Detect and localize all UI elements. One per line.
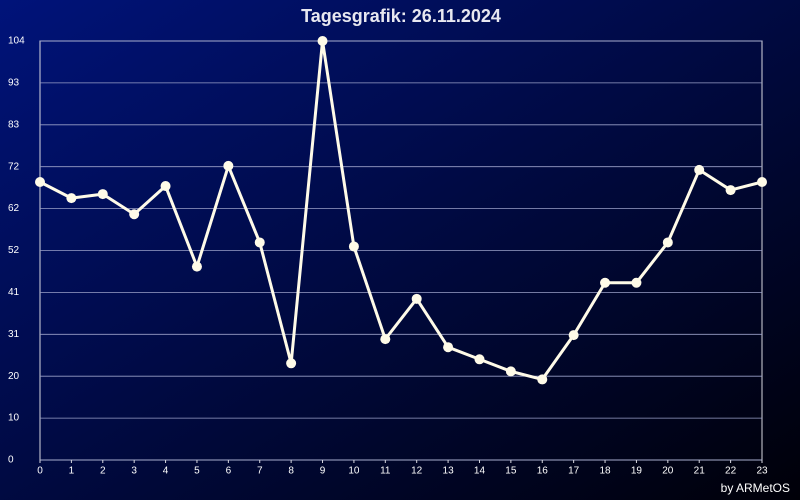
data-point (35, 177, 45, 188)
x-tick-label: 19 (631, 466, 643, 477)
data-point (694, 164, 705, 175)
y-tick-label: 72 (8, 161, 20, 172)
data-point (631, 277, 642, 288)
y-tick-label: 52 (8, 245, 20, 256)
data-point (568, 330, 579, 341)
data-point (757, 177, 767, 188)
y-tick-label: 83 (8, 119, 20, 130)
data-point (505, 366, 516, 377)
x-tick-label: 23 (756, 466, 768, 477)
data-point (191, 261, 202, 272)
y-tick-label: 10 (8, 413, 20, 424)
data-point (537, 374, 548, 385)
data-point (223, 160, 234, 171)
x-tick-label: 5 (194, 466, 200, 477)
x-tick-label: 17 (568, 466, 580, 477)
x-tick-label: 16 (537, 466, 549, 477)
x-tick-label: 6 (226, 466, 232, 477)
data-point (160, 181, 171, 192)
data-point (129, 209, 140, 220)
data-point (286, 358, 297, 369)
data-point (317, 36, 328, 46)
x-tick-label: 13 (443, 466, 455, 477)
data-point (474, 354, 485, 365)
y-tick-label: 31 (8, 329, 20, 340)
data-point (348, 241, 359, 252)
x-tick-label: 4 (163, 466, 169, 477)
y-tick-label: 62 (8, 203, 20, 214)
series-line (39, 39, 763, 381)
x-tick-label: 0 (37, 466, 43, 477)
x-tick-label: 14 (474, 466, 486, 477)
x-tick-label: 3 (131, 466, 137, 477)
x-tick-label: 15 (505, 466, 517, 477)
data-point (662, 237, 673, 248)
data-point (66, 193, 77, 204)
y-tick-label: 93 (8, 78, 20, 89)
data-point (725, 185, 736, 196)
x-tick-label: 9 (320, 466, 326, 477)
chart-title: Tagesgrafik: 26.11.2024 (301, 6, 501, 26)
x-tick-label: 21 (694, 466, 706, 477)
x-tick-label: 8 (288, 466, 294, 477)
data-point (97, 189, 108, 200)
y-tick-label: 0 (8, 455, 14, 466)
x-tick-label: 12 (411, 466, 423, 477)
footer: by ARMetOS (721, 481, 790, 495)
x-tick-label: 22 (725, 466, 737, 477)
x-tick-label: 1 (69, 466, 75, 477)
data-point (443, 342, 454, 353)
x-tick-label: 11 (380, 466, 391, 477)
y-tick-label: 20 (8, 371, 20, 382)
x-tick-label: 18 (599, 466, 611, 477)
x-tick-label: 2 (100, 466, 106, 477)
x-tick-label: 10 (348, 466, 360, 477)
x-tick-label: 7 (257, 466, 263, 477)
data-point (600, 277, 611, 288)
y-tick-label: 41 (8, 287, 20, 298)
data-point (380, 334, 391, 345)
y-tick-label: 104 (8, 36, 25, 47)
data-point (254, 237, 265, 248)
x-tick-label: 20 (662, 466, 674, 477)
data-point (411, 293, 422, 304)
